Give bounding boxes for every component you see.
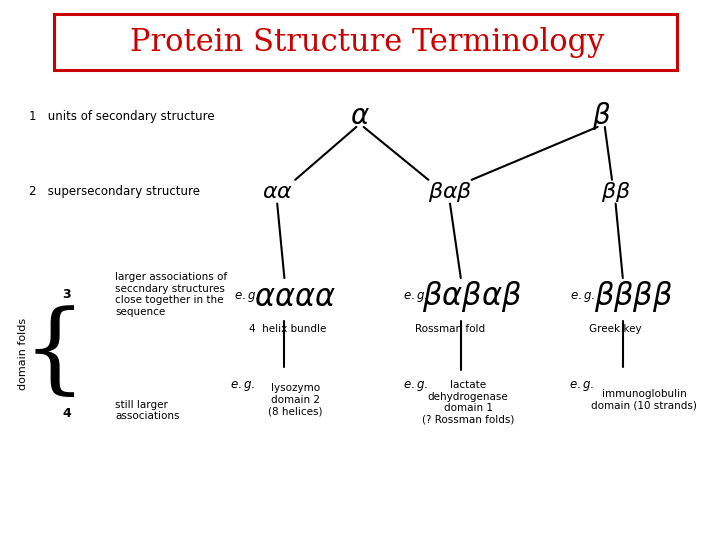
Text: $\alpha\alpha$: $\alpha\alpha$ <box>261 181 293 202</box>
Text: larger associations of
seccndary structures
close together in the
sequence: larger associations of seccndary structu… <box>115 272 228 316</box>
Text: $e.g.$: $e.g.$ <box>403 379 428 393</box>
Text: lactate
dehydrogenase
domain 1
(? Rossman folds): lactate dehydrogenase domain 1 (? Rossma… <box>422 380 514 424</box>
Text: 4  helix bundle: 4 helix bundle <box>249 325 327 334</box>
Text: $e.g.$: $e.g.$ <box>570 290 595 304</box>
Text: $\beta\beta\beta\beta$: $\beta\beta\beta\beta$ <box>594 280 673 314</box>
Text: $e.g.$: $e.g.$ <box>230 379 256 393</box>
Text: $e.g.$: $e.g.$ <box>234 290 259 304</box>
FancyBboxPatch shape <box>54 14 677 70</box>
Text: $\beta\alpha\beta$: $\beta\alpha\beta$ <box>428 180 472 204</box>
Text: {: { <box>22 306 86 402</box>
Text: Rossman fold: Rossman fold <box>415 325 485 334</box>
Text: $\beta\beta$: $\beta\beta$ <box>600 180 631 204</box>
Text: $e.g.$: $e.g.$ <box>403 290 428 304</box>
Text: domain folds: domain folds <box>18 318 28 390</box>
Text: 1   units of secondary structure: 1 units of secondary structure <box>29 110 215 123</box>
Text: $\beta\alpha\beta\alpha\beta$: $\beta\alpha\beta\alpha\beta$ <box>422 280 521 314</box>
Text: lysozymo
domain 2
(8 helices): lysozymo domain 2 (8 helices) <box>268 383 323 416</box>
Text: $\alpha$: $\alpha$ <box>350 102 370 130</box>
Text: $\alpha\alpha\alpha\alpha$: $\alpha\alpha\alpha\alpha$ <box>254 282 336 312</box>
Text: 4: 4 <box>63 407 71 420</box>
Text: Greek key: Greek key <box>589 325 642 334</box>
Text: $\beta$: $\beta$ <box>592 100 611 132</box>
Text: still larger
associations: still larger associations <box>115 400 180 421</box>
Text: immunoglobulin
domain (10 strands): immunoglobulin domain (10 strands) <box>591 389 698 410</box>
Text: 2   supersecondary structure: 2 supersecondary structure <box>29 185 200 198</box>
Text: Protein Structure Terminology: Protein Structure Terminology <box>130 26 604 58</box>
Text: 3: 3 <box>63 288 71 301</box>
Text: $e.g.$: $e.g.$ <box>569 379 594 393</box>
